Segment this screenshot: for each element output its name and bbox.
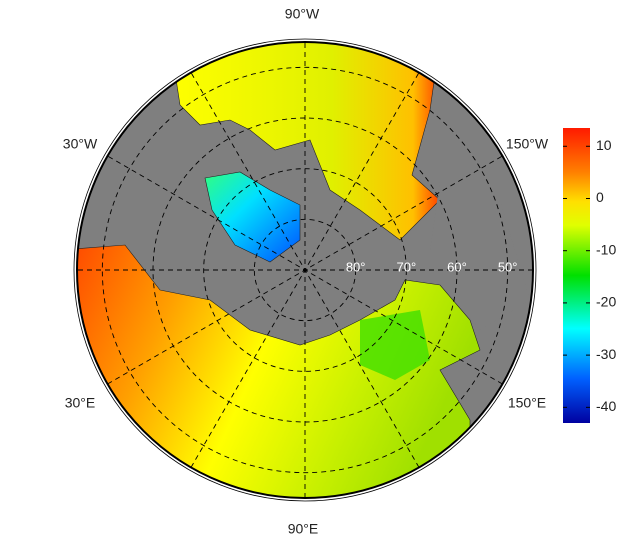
lat-label: 80° bbox=[346, 259, 366, 274]
parallel bbox=[152, 117, 458, 423]
lon-label: 30°E bbox=[65, 395, 96, 411]
colorbar-tick-label: 0 bbox=[596, 189, 604, 205]
lon-label: 150°W bbox=[506, 136, 549, 152]
lat-label: 70° bbox=[396, 259, 416, 274]
map-disk bbox=[77, 42, 533, 498]
colorbar-tick-label: -30 bbox=[596, 346, 616, 362]
lat-label: 60° bbox=[447, 259, 467, 274]
parallel bbox=[203, 168, 407, 372]
lon-label: 30°W bbox=[63, 136, 98, 152]
parallel bbox=[101, 66, 509, 474]
lat-label: 50° bbox=[498, 259, 518, 274]
colorbar-tick-label: -10 bbox=[596, 241, 616, 257]
colorbar-tick-label: -20 bbox=[596, 294, 616, 310]
lon-label: 90°E bbox=[288, 521, 319, 537]
colorbar-tick-label: -40 bbox=[596, 398, 616, 414]
colorbar-tick-label: 10 bbox=[596, 137, 612, 153]
lon-label: 90°W bbox=[285, 6, 320, 22]
colorbar bbox=[563, 128, 590, 423]
parallel bbox=[253, 218, 357, 322]
lon-label: 150°E bbox=[508, 395, 546, 411]
